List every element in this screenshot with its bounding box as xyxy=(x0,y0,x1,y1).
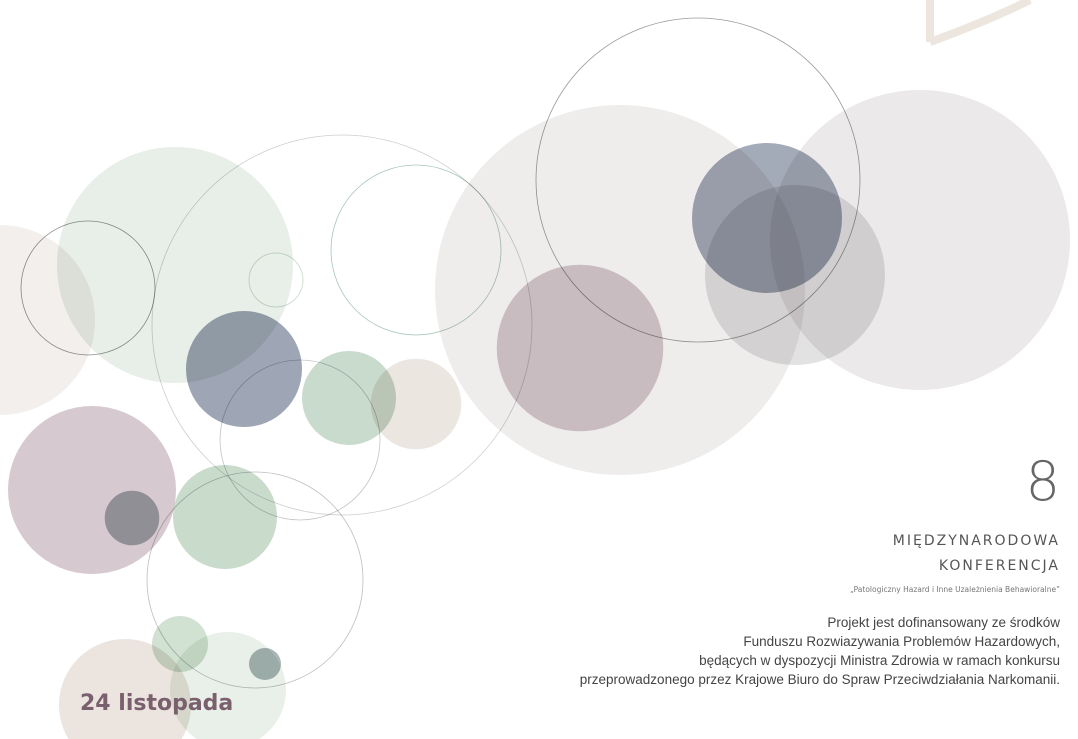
conference-number: 8 xyxy=(1026,450,1060,513)
funding-line: będących w dyspozycji Ministra Zdrowia w… xyxy=(699,653,1060,668)
subtitle: „Patologiczny Hazard i Inne Uzależnienia… xyxy=(850,585,1060,594)
funding-line: Projekt jest dofinansowany ze środków xyxy=(827,615,1060,630)
poster: 8 MIĘDZYNARODOWA KONFERENCJA „Patologicz… xyxy=(0,0,1078,739)
funding-line: Funduszu Rozwiazywania Problemów Hazardo… xyxy=(743,634,1060,649)
funding-line: przeprowadzonego przez Krajowe Biuro do … xyxy=(580,672,1060,687)
title-line1: MIĘDZYNARODOWA xyxy=(893,533,1060,549)
date: 24 listopada xyxy=(80,691,233,716)
title-line2: KONFERENCJA xyxy=(939,558,1060,574)
